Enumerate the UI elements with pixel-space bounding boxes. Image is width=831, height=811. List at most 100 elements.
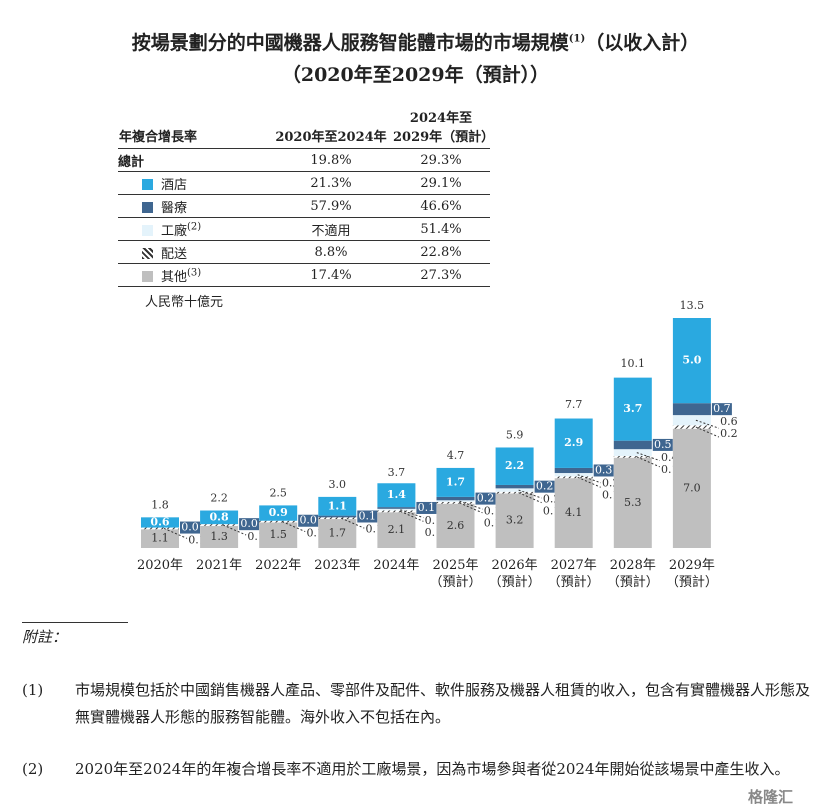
note-rule xyxy=(22,622,128,623)
value-label: 1.5 xyxy=(269,528,287,541)
legend-swatch xyxy=(142,178,153,190)
value-label: 0.0 xyxy=(299,514,317,527)
cell: 19.8% xyxy=(270,148,392,172)
value-label: 1.1 xyxy=(328,499,347,512)
cell: 29.1% xyxy=(392,171,490,195)
column-header: 年複合增長率 xyxy=(118,106,270,149)
x-tick-label: 2024年 xyxy=(373,558,420,573)
bar-segment xyxy=(613,456,652,458)
chart: 1.1 0.0 0.6 0.1 1.8 1.3 0.0 0.8 0.1 2.2 1.5 0.0 0.9 0… xyxy=(141,299,738,548)
x-tick-label: 2020年 xyxy=(136,558,184,573)
subtitle: （2020年至2029年（預計）） xyxy=(281,64,550,86)
value-label: 1.7 xyxy=(329,527,347,540)
title-suffix: （以收入計） xyxy=(585,32,700,54)
bar-segment xyxy=(377,483,416,508)
table-row: 總計 19.8% 29.3% xyxy=(118,148,490,172)
title: 按場景劃分的中國機器人服務智能體市場的市場規模(1)（以收入計） xyxy=(0,28,831,55)
column-header: 2020年至2024年 xyxy=(270,106,392,149)
bar-segment xyxy=(259,520,298,523)
bar-segment xyxy=(495,493,534,548)
bar-segment xyxy=(377,510,416,513)
leader-line xyxy=(518,489,542,499)
value-label: 0.1 xyxy=(418,501,436,514)
bar-segment xyxy=(200,510,239,525)
watermark: 格隆汇 xyxy=(748,788,794,806)
bar-segment xyxy=(613,377,652,441)
value-label: 0.2 xyxy=(536,480,554,493)
value-label: 0.8 xyxy=(210,510,229,523)
bar-segment xyxy=(141,517,179,528)
cell: 22.8% xyxy=(392,240,490,264)
bar-segment xyxy=(259,522,298,548)
leader-line xyxy=(636,452,660,462)
bar-segment xyxy=(436,467,475,497)
cell: 51.4% xyxy=(392,217,490,241)
total-label: 13.5 xyxy=(680,299,705,312)
value-label: 2.6 xyxy=(447,519,465,532)
legend-label: 其他 xyxy=(161,269,188,285)
cell: 21.3% xyxy=(270,171,392,195)
bar-segment xyxy=(200,525,239,548)
legend-swatch xyxy=(142,247,153,259)
total-label: 7.7 xyxy=(565,398,583,411)
legend-entry: 配送 xyxy=(118,240,270,264)
value-label: 1.4 xyxy=(387,488,406,501)
cell: 8.8% xyxy=(270,240,392,264)
legend-swatch xyxy=(142,224,153,236)
value-label: 0.2 xyxy=(477,492,495,505)
note-text: 市場規模包括於中國銷售機器人產品、零部件及配件、軟件服務及機器人租賃的收入，包含… xyxy=(75,681,811,726)
bar-segment xyxy=(141,527,179,530)
label-box xyxy=(711,403,732,416)
value-label: 0.6 xyxy=(720,415,738,428)
bar-segment xyxy=(613,457,652,548)
value-label: 0.0 xyxy=(181,521,199,534)
leader-line xyxy=(282,521,306,533)
value-label: 5.3 xyxy=(624,496,642,509)
note-marker: (1) xyxy=(22,681,44,699)
leader-line xyxy=(163,527,188,539)
x-tick-label: 2023年 xyxy=(314,558,361,573)
value-label: 0.7 xyxy=(713,402,731,415)
label-box xyxy=(534,480,555,493)
x-tick-label: 2021年 xyxy=(196,558,243,573)
total-label: 2.5 xyxy=(269,486,287,499)
cell: 不適用 xyxy=(270,217,392,241)
label-box xyxy=(180,521,200,534)
leader-line xyxy=(400,509,424,519)
value-label: 2.1 xyxy=(388,523,406,536)
leader-line xyxy=(459,500,483,510)
leader-line xyxy=(636,456,660,468)
table-row: 其他(3) 17.4% 27.3% xyxy=(118,263,490,287)
bar-segment xyxy=(436,503,475,548)
bar-segment xyxy=(200,524,239,526)
leader-line xyxy=(518,492,542,504)
total-label: 2.2 xyxy=(210,492,228,505)
legend-note: (2) xyxy=(187,221,202,233)
value-label: 5.0 xyxy=(682,354,701,367)
bar-segment xyxy=(672,415,711,426)
x-tick-label: 2028年 （預計） xyxy=(606,558,659,590)
bar-segment xyxy=(554,476,593,479)
total-label: 3.7 xyxy=(388,466,406,479)
x-tick-label: 2022年 xyxy=(255,558,302,573)
bar-segment xyxy=(672,318,711,404)
total-label: 10.1 xyxy=(621,357,646,370)
leader-line xyxy=(341,517,365,529)
value-label: 3.2 xyxy=(506,514,524,527)
total-label: 4.7 xyxy=(447,449,465,462)
bar-segment xyxy=(436,500,475,502)
label-box xyxy=(416,501,437,514)
legend-swatch xyxy=(142,270,153,282)
cell: 27.3% xyxy=(392,263,490,287)
bar-segment xyxy=(436,502,475,504)
legend-swatch xyxy=(142,201,153,213)
bar-segment xyxy=(495,447,534,485)
value-label: 0.3 xyxy=(595,463,613,476)
title-text: 按場景劃分的中國機器人服務智能體市場的市場規模 xyxy=(131,32,569,54)
bar-segment xyxy=(377,508,416,511)
legend-label: 醫療 xyxy=(161,200,188,216)
legend-note: (3) xyxy=(187,267,202,279)
table-row: 配送 8.8% 22.8% xyxy=(118,240,490,264)
total-label: 3.0 xyxy=(329,478,347,491)
cell: 57.9% xyxy=(270,194,392,218)
